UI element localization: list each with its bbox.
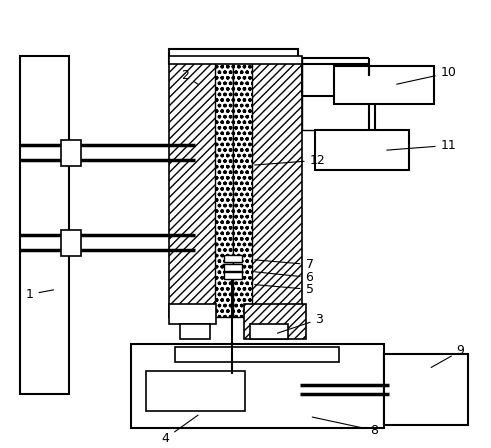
Text: 12: 12: [255, 154, 326, 167]
Bar: [131, 344, 384, 428]
Bar: [252, 61, 301, 317]
Text: 8: 8: [312, 417, 378, 437]
Text: 7: 7: [255, 258, 314, 271]
Bar: [181, 324, 210, 339]
Text: 4: 4: [162, 415, 198, 445]
Text: 3: 3: [277, 313, 324, 333]
Bar: [168, 61, 216, 317]
Bar: [224, 263, 242, 271]
Bar: [384, 354, 468, 426]
Text: 11: 11: [387, 139, 457, 152]
Bar: [224, 254, 242, 262]
Text: 1: 1: [26, 288, 54, 301]
Bar: [168, 304, 216, 324]
Bar: [168, 56, 301, 64]
Bar: [168, 49, 298, 63]
Bar: [215, 61, 233, 317]
Bar: [250, 324, 288, 339]
Bar: [244, 304, 305, 339]
Text: 6: 6: [255, 271, 313, 284]
Bar: [61, 230, 81, 256]
Bar: [224, 272, 242, 280]
Bar: [61, 140, 81, 166]
Bar: [20, 56, 69, 394]
Text: 5: 5: [255, 283, 314, 296]
Bar: [146, 371, 245, 410]
Bar: [175, 347, 339, 362]
Bar: [315, 130, 409, 170]
Text: 2: 2: [182, 69, 198, 84]
Bar: [233, 61, 252, 317]
Text: 10: 10: [397, 66, 457, 84]
Text: 9: 9: [431, 345, 464, 367]
Bar: [334, 66, 434, 103]
